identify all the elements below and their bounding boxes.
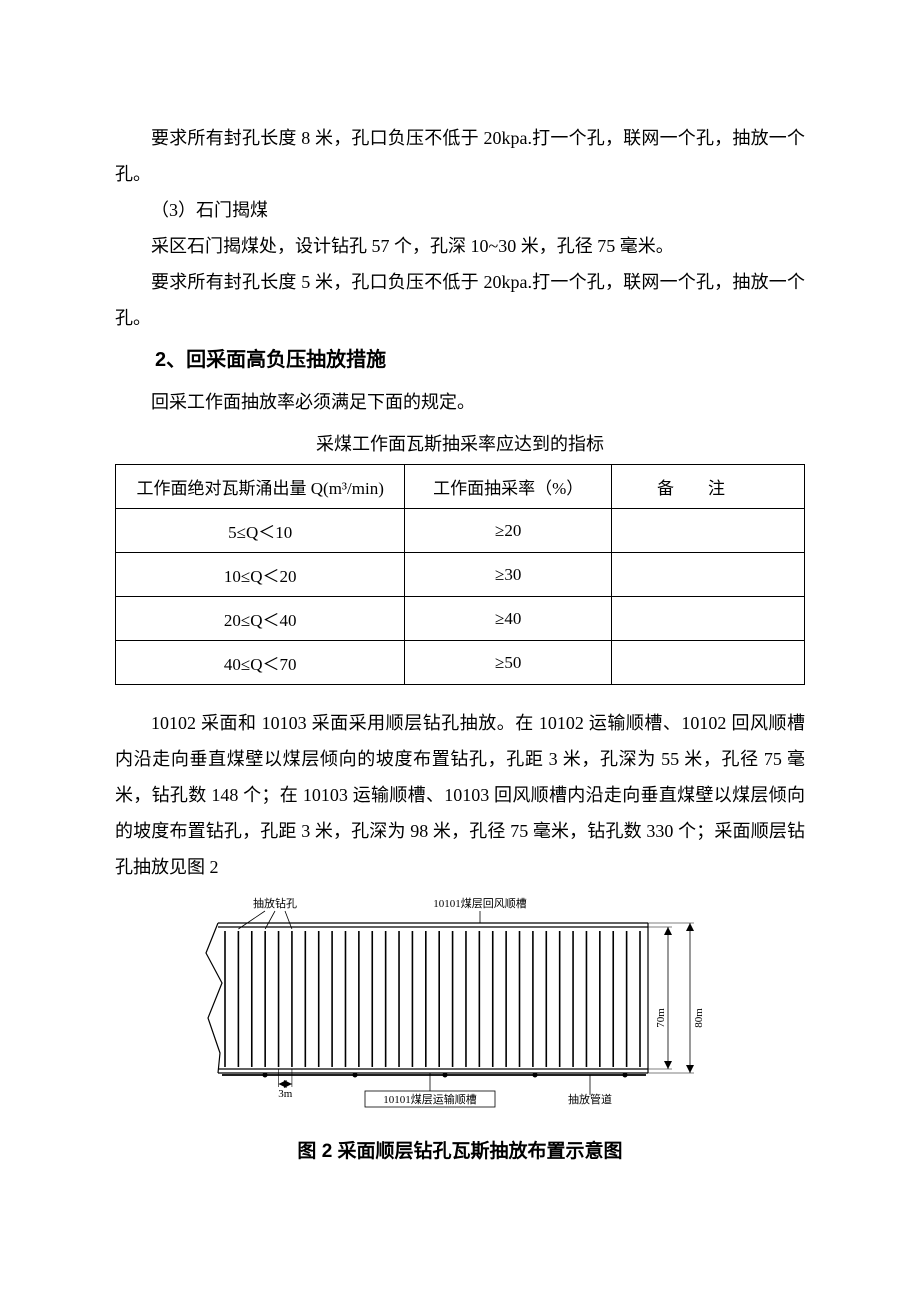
paragraph-6: 10102 采面和 10103 采面采用顺层钻孔抽放。在 10102 运输顺槽、… [115, 705, 805, 885]
table-row: 20≤Q＜40 ≥40 [116, 597, 805, 641]
figure-caption: 图 2 采面顺层钻孔瓦斯抽放布置示意图 [115, 1136, 805, 1163]
table-cell [612, 553, 805, 597]
table-header-2: 工作面抽采率（%） [405, 465, 612, 509]
svg-text:10101煤层回风顺槽: 10101煤层回风顺槽 [433, 897, 527, 910]
heading-2: 2、回采面高负压抽放措施 [155, 340, 805, 380]
table-row: 5≤Q＜10 ≥20 [116, 509, 805, 553]
paragraph-5: 回采工作面抽放率必须满足下面的规定。 [115, 384, 805, 420]
table-header-3: 备注 [612, 465, 805, 509]
table-cell: 10≤Q＜20 [116, 553, 405, 597]
svg-text:10101煤层运输顺槽: 10101煤层运输顺槽 [383, 1092, 477, 1106]
drilling-diagram: 抽放钻孔10101煤层回风顺槽3m10101煤层运输顺槽抽放管道70m80m [170, 893, 750, 1118]
table-cell [612, 509, 805, 553]
table-row: 10≤Q＜20 ≥30 [116, 553, 805, 597]
svg-text:抽放钻孔: 抽放钻孔 [253, 896, 297, 910]
paragraph-4: 要求所有封孔长度 5 米，孔口负压不低于 20kpa.打一个孔，联网一个孔，抽放… [115, 264, 805, 336]
svg-text:3m: 3m [278, 1088, 293, 1100]
table-cell: 5≤Q＜10 [116, 509, 405, 553]
paragraph-2: （3）石门揭煤 [115, 192, 805, 228]
table-cell [612, 641, 805, 685]
table-cell: ≥30 [405, 553, 612, 597]
table-cell [612, 597, 805, 641]
table-caption: 采煤工作面瓦斯抽采率应达到的指标 [115, 426, 805, 462]
extraction-rate-table: 工作面绝对瓦斯涌出量 Q(m³/min) 工作面抽采率（%） 备注 5≤Q＜10… [115, 464, 805, 685]
svg-text:70m: 70m [655, 1008, 667, 1028]
paragraph-1: 要求所有封孔长度 8 米，孔口负压不低于 20kpa.打一个孔，联网一个孔，抽放… [115, 120, 805, 192]
table-cell: 20≤Q＜40 [116, 597, 405, 641]
svg-text:80m: 80m [693, 1008, 705, 1028]
table-row: 40≤Q＜70 ≥50 [116, 641, 805, 685]
paragraph-3: 采区石门揭煤处，设计钻孔 57 个，孔深 10~30 米，孔径 75 毫米。 [115, 228, 805, 264]
table-cell: 40≤Q＜70 [116, 641, 405, 685]
table-cell: ≥20 [405, 509, 612, 553]
table-header-1: 工作面绝对瓦斯涌出量 Q(m³/min) [116, 465, 405, 509]
table-header-row: 工作面绝对瓦斯涌出量 Q(m³/min) 工作面抽采率（%） 备注 [116, 465, 805, 509]
table-cell: ≥50 [405, 641, 612, 685]
table-cell: ≥40 [405, 597, 612, 641]
